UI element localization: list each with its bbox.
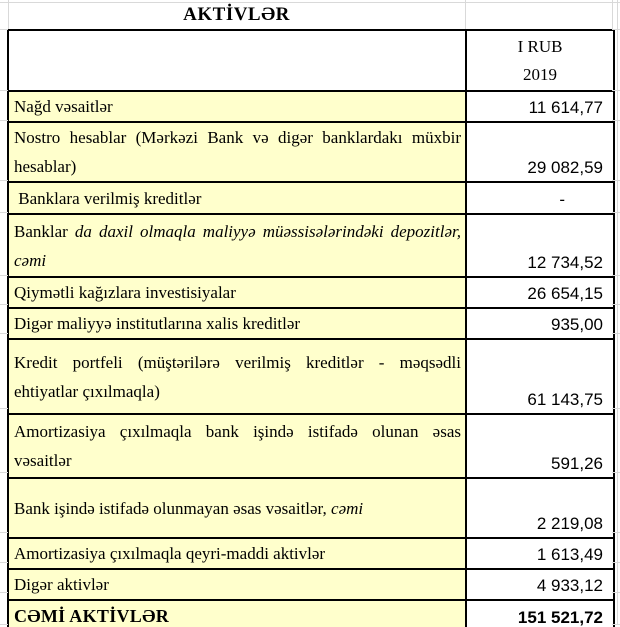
table-row: Kredit portfeli (müştərilərə verilmiş kr… bbox=[7, 338, 615, 415]
row-gridline bbox=[612, 90, 620, 91]
row-gridline bbox=[0, 408, 8, 409]
total-value-cell[interactable]: 151 521,72 bbox=[465, 599, 615, 627]
row-gridline bbox=[612, 532, 620, 533]
row-label-text: Amortizasiya çıxılmaqla bank işində isti… bbox=[14, 422, 466, 470]
row-label-cell[interactable]: Amortizasiya çıxılmaqla qeyri-maddi akti… bbox=[7, 537, 467, 570]
row-gridline bbox=[0, 120, 8, 121]
row-label-text: Digər maliyyə institutlarına xalis kredi… bbox=[14, 314, 301, 333]
row-gridline bbox=[612, 408, 620, 409]
row-label-text: CƏMİ AKTİVLƏR bbox=[14, 605, 170, 626]
row-value-cell[interactable]: 61 143,75 bbox=[465, 338, 615, 415]
table-row: Nostro hesablar (Mərkəzi Bank və digər b… bbox=[7, 121, 615, 183]
mid-col-gridline bbox=[465, 0, 466, 29]
row-label-cell[interactable]: Amortizasiya çıxılmaqla bank işində isti… bbox=[7, 413, 467, 479]
top-gridline bbox=[0, 2, 620, 3]
row-gridline bbox=[612, 29, 620, 30]
row-gridline bbox=[612, 333, 620, 334]
row-gridline bbox=[0, 29, 8, 30]
row-value-cell[interactable]: 26 654,15 bbox=[465, 276, 615, 309]
total-row: CƏMİ AKTİVLƏR 151 521,72 bbox=[7, 599, 615, 627]
row-value-cell[interactable]: 4 933,12 bbox=[465, 568, 615, 601]
row-gridline bbox=[612, 562, 620, 563]
header-empty-cell[interactable] bbox=[7, 29, 467, 92]
row-label-text: Bank işində istifadə olunmayan əsas vəsa… bbox=[14, 498, 332, 518]
row-label-cell[interactable]: Digər maliyyə institutlarına xalis kredi… bbox=[7, 307, 467, 340]
row-label-cell[interactable]: Bank işində istifadə olunmayan əsas vəsa… bbox=[7, 477, 467, 539]
row-label-text: Digər aktivlər bbox=[14, 575, 109, 594]
table-row: Amortizasiya çıxılmaqla qeyri-maddi akti… bbox=[7, 537, 615, 570]
row-label-text: Amortizasiya çıxılmaqla qeyri-maddi akti… bbox=[14, 544, 326, 563]
row-label-cell[interactable]: Qiymətli kağızlara investisiyalar bbox=[7, 276, 467, 309]
period-line-1: I RUB bbox=[517, 36, 563, 56]
row-value-cell[interactable]: 11 614,77 bbox=[465, 90, 615, 123]
row-label-cell[interactable]: Banklar da daxil olmaqla maliyyə müəssis… bbox=[7, 213, 467, 278]
row-gridline bbox=[0, 275, 8, 276]
table-row: Qiymətli kağızlara investisiyalar 26 654,… bbox=[7, 276, 615, 309]
row-gridline bbox=[612, 275, 620, 276]
table-title[interactable]: AKTİVLƏR bbox=[183, 4, 290, 25]
row-gridline bbox=[612, 592, 620, 593]
header-row: I RUB 2019 bbox=[7, 29, 615, 92]
table-row: Banklara verilmiş kreditlər - bbox=[7, 181, 615, 215]
table-row: Digər maliyyə institutlarına xalis kredi… bbox=[7, 307, 615, 340]
period-line-2: 2019 bbox=[523, 64, 557, 84]
row-gridline bbox=[0, 532, 8, 533]
row-gridline bbox=[0, 592, 8, 593]
row-value-cell[interactable]: 2 219,08 bbox=[465, 477, 615, 539]
row-label-cell[interactable]: Nağd vəsaitlər bbox=[7, 90, 467, 123]
row-label-cell[interactable]: Banklara verilmiş kreditlər bbox=[7, 181, 467, 215]
row-gridline bbox=[612, 180, 620, 181]
row-gridline bbox=[0, 304, 8, 305]
row-gridline bbox=[612, 120, 620, 121]
row-value-cell[interactable]: 1 613,49 bbox=[465, 537, 615, 570]
assets-table: I RUB 2019 Nağd vəsaitlər 11 614,77 Nostro… bbox=[7, 29, 615, 627]
row-gridline bbox=[0, 90, 8, 91]
row-label-cell[interactable]: Digər aktivlər bbox=[7, 568, 467, 601]
row-value-cell[interactable]: 935,00 bbox=[465, 307, 615, 340]
total-label-cell[interactable]: CƏMİ AKTİVLƏR bbox=[7, 599, 467, 627]
row-gridline bbox=[0, 562, 8, 563]
row-gridline bbox=[0, 472, 8, 473]
row-label-cell[interactable]: Nostro hesablar (Mərkəzi Bank və digər b… bbox=[7, 121, 467, 183]
row-gridline bbox=[0, 180, 8, 181]
table-row: Digər aktivlər 4 933,12 bbox=[7, 568, 615, 601]
row-label-text: da daxil olmaqla maliyyə müəssisələrində… bbox=[14, 221, 466, 270]
right-col-gridline bbox=[612, 0, 613, 29]
row-value-cell[interactable]: 12 734,52 bbox=[465, 213, 615, 278]
row-value-cell[interactable]: - bbox=[465, 181, 615, 215]
row-label-text: Banklar bbox=[14, 221, 75, 241]
row-gridline bbox=[0, 333, 8, 334]
row-gridline bbox=[612, 472, 620, 473]
table-row: Bank işində istifadə olunmayan əsas vəsa… bbox=[7, 477, 615, 539]
row-value-cell[interactable]: 29 082,59 bbox=[465, 121, 615, 183]
row-label-cell[interactable]: Kredit portfeli (müştərilərə verilmiş kr… bbox=[7, 338, 467, 415]
row-label-text: Nağd vəsaitlər bbox=[14, 97, 113, 116]
table-row: Amortizasiya çıxılmaqla bank işində isti… bbox=[7, 413, 615, 479]
row-gridline bbox=[612, 304, 620, 305]
table-row: Banklar da daxil olmaqla maliyyə müəssis… bbox=[7, 213, 615, 278]
row-value-cell[interactable]: 591,26 bbox=[465, 413, 615, 479]
row-gridline bbox=[612, 212, 620, 213]
row-gridline bbox=[0, 624, 8, 625]
row-gridline bbox=[0, 212, 8, 213]
row-label-text: Qiymətli kağızlara investisiyalar bbox=[14, 283, 236, 302]
row-label-text: Banklara verilmiş kreditlər bbox=[14, 188, 202, 208]
outer-right-col-gridline bbox=[617, 0, 618, 624]
left-col-gridline bbox=[8, 0, 9, 29]
table-row: Nağd vəsaitlər 11 614,77 bbox=[7, 90, 615, 123]
row-label-text: Nostro hesablar (Mərkəzi Bank və digər b… bbox=[14, 128, 466, 176]
row-label-text: Kredit portfeli (müştərilərə verilmiş kr… bbox=[14, 352, 466, 401]
row-label-text: cəmi bbox=[331, 498, 364, 518]
row-gridline bbox=[612, 624, 620, 625]
period-header-cell[interactable]: I RUB 2019 bbox=[465, 29, 615, 92]
